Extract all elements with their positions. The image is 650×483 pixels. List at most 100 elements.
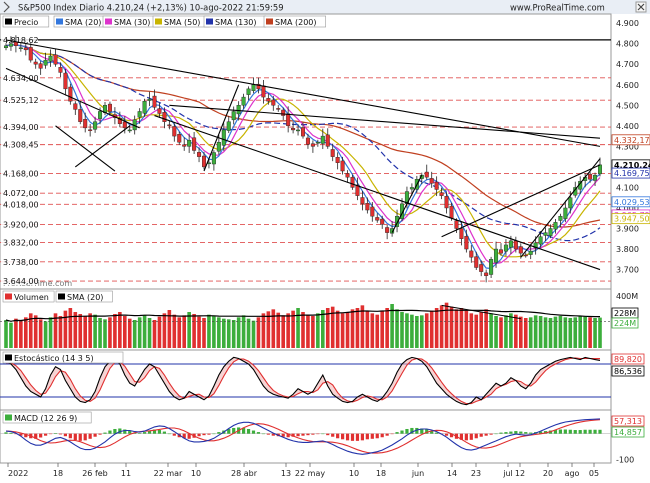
macd-histogram-bar — [598, 429, 602, 434]
macd-histogram-bar — [44, 433, 48, 436]
candle-body — [335, 157, 340, 163]
macd-histogram-bar — [19, 433, 23, 436]
candle-body — [345, 173, 350, 178]
price-badge-label: 3.947,50 — [614, 215, 650, 224]
legend-box — [2, 411, 92, 424]
volume-tick-label: 400M — [616, 292, 638, 301]
volume-bar — [251, 320, 256, 348]
macd-histogram-bar — [558, 429, 562, 434]
candle-body — [107, 103, 112, 112]
macd-badge — [611, 426, 645, 438]
macd-histogram-bar — [553, 430, 558, 434]
candle-body — [241, 96, 246, 106]
volume-bar — [558, 316, 563, 348]
macd-histogram-bar — [355, 433, 360, 441]
volume-bar — [350, 309, 355, 348]
macd-badge-label: 14,857 — [614, 428, 642, 437]
macd-histogram-bar — [469, 433, 473, 440]
volume-bar — [360, 305, 365, 348]
macd-histogram-bar — [34, 433, 38, 439]
candle-body — [558, 215, 563, 221]
macd-histogram-bar — [266, 433, 270, 435]
legend-label: Estocástico (14 3 5) — [14, 354, 94, 363]
candle-body — [459, 228, 464, 239]
legend-swatch — [5, 293, 12, 300]
volume-bar — [88, 313, 92, 348]
candle-body — [296, 129, 301, 132]
volume-bar — [93, 314, 97, 348]
candle-body — [305, 137, 310, 145]
macd-histogram-bar — [9, 432, 13, 434]
legend-label: Precio — [14, 18, 38, 27]
candle-body — [58, 67, 63, 73]
price-level-label: 4.018,00 — [3, 200, 39, 209]
volume-bar — [420, 315, 424, 348]
price-level-label-bg — [1, 95, 38, 105]
legend-label: MACD (12 26 9) — [14, 414, 77, 423]
macd-histogram-bar — [385, 433, 389, 436]
macd-histogram-bar — [24, 433, 28, 438]
volume-bar — [514, 314, 518, 348]
candle-body — [385, 227, 390, 233]
header-bar — [0, 0, 650, 14]
candle-body — [63, 72, 68, 90]
candle-body — [598, 164, 603, 175]
volume-bar — [43, 321, 48, 348]
volume-bar — [528, 317, 533, 348]
candle-body — [167, 124, 172, 127]
candle-body — [18, 47, 23, 50]
macd-histogram-bar — [395, 432, 399, 434]
x-tick-label: 2022 — [8, 469, 28, 478]
volume-bar — [152, 320, 157, 348]
macd-histogram-bar — [182, 433, 186, 439]
macd-histogram-bar — [162, 431, 166, 434]
legend-box — [2, 351, 124, 364]
candle-body — [48, 55, 53, 62]
macd-histogram-bar — [261, 433, 265, 435]
candle-body — [325, 134, 330, 147]
legend-swatch — [5, 18, 12, 25]
macd-line — [5, 418, 601, 455]
macd-histogram-bar — [14, 433, 18, 435]
candle-body — [533, 242, 538, 249]
price-level-label-bg — [1, 276, 38, 286]
candle-body — [439, 192, 444, 196]
volume-bar — [340, 313, 345, 348]
y-tick-label: 3.900 — [616, 225, 639, 234]
macd-histogram-bar — [524, 432, 528, 434]
volume-bar — [296, 308, 300, 348]
volume-bar — [147, 318, 152, 348]
trend-line — [5, 67, 140, 129]
y-tick-label: 3.700 — [616, 266, 639, 275]
volume-bar — [301, 312, 305, 348]
volume-bar — [197, 316, 201, 348]
macd-histogram-bar — [415, 427, 419, 434]
macd-histogram-bar — [291, 433, 295, 437]
volume-bar — [113, 314, 117, 348]
price-level-label: 4.168,00 — [3, 169, 39, 178]
volume-bar — [494, 316, 498, 348]
candle-body — [43, 59, 48, 66]
candle-body — [449, 205, 454, 219]
x-tick-label: 18 — [53, 469, 63, 478]
legend-swatch — [58, 293, 65, 300]
volume-bar — [231, 320, 236, 348]
volume-bar — [444, 302, 449, 348]
candle-body — [380, 218, 385, 225]
candle-body — [513, 240, 518, 250]
price-level-label: 4.525,12 — [3, 96, 39, 105]
price-level-label-bg — [1, 237, 38, 247]
volume-bar — [573, 317, 578, 348]
candle-body — [256, 83, 261, 90]
brand-link[interactable]: www.ProRealTime.com — [510, 3, 605, 13]
collapse-icon[interactable] — [3, 1, 10, 13]
candle-body — [360, 197, 365, 205]
macd-histogram-bar — [103, 432, 107, 434]
candle-body — [375, 217, 380, 221]
close-icon[interactable] — [635, 1, 647, 13]
macd-histogram-bar — [113, 428, 117, 434]
macd-histogram-bar — [509, 431, 513, 434]
volume-bar — [172, 314, 177, 348]
price-level-label: 3.644,00 — [3, 277, 39, 286]
macd-histogram-bar — [39, 433, 43, 438]
